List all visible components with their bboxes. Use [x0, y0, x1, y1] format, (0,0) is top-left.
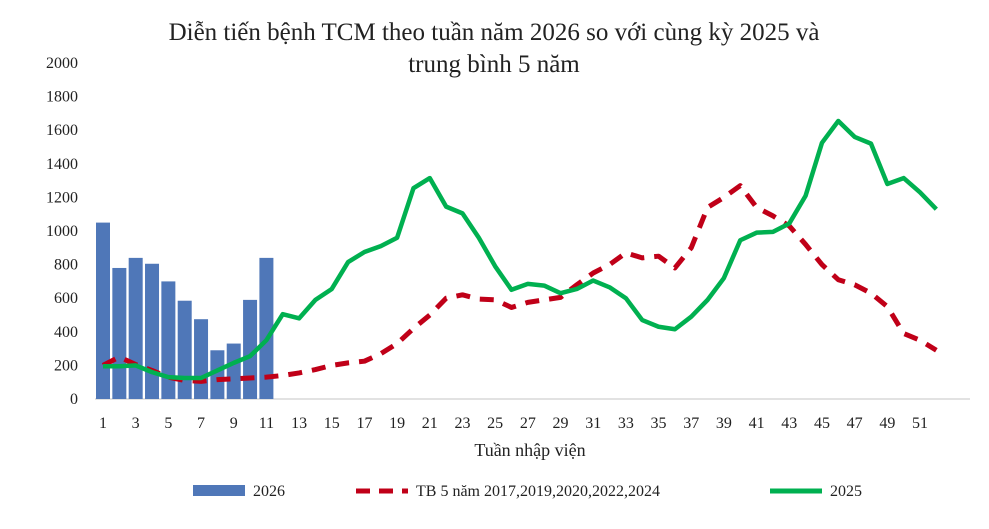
legend-label-2026: 2026 [253, 483, 285, 500]
x-tick-label: 19 [389, 415, 405, 432]
x-tick-label: 31 [585, 415, 601, 432]
y-tick-label: 1200 [46, 189, 78, 206]
x-axis-label: Tuần nhập viện [474, 440, 585, 460]
y-tick-label: 400 [54, 324, 78, 341]
x-tick-label: 37 [683, 415, 699, 432]
x-tick-label: 3 [132, 415, 140, 432]
x-tick-label: 27 [520, 415, 536, 432]
legend: 2026 TB 5 năm 2017,2019,2020,2022,2024 2… [193, 483, 862, 500]
bar-2026-week-4 [145, 263, 160, 399]
x-tick-label: 7 [197, 415, 205, 432]
x-tick-label: 17 [356, 415, 372, 432]
y-tick-label: 800 [54, 257, 78, 274]
x-tick-label: 51 [912, 415, 928, 432]
bar-2026-week-10 [243, 299, 258, 399]
x-tick-label: 5 [164, 415, 172, 432]
x-tick-label: 43 [781, 415, 797, 432]
x-tick-label: 45 [814, 415, 830, 432]
x-tick-label: 21 [422, 415, 438, 432]
x-tick-label: 47 [847, 415, 863, 432]
chart-title-line1: Diễn tiến bệnh TCM theo tuần năm 2026 so… [169, 19, 820, 46]
x-tick-label: 35 [651, 415, 667, 432]
bars-2026 [96, 222, 274, 399]
bar-2026-week-1 [96, 222, 110, 399]
x-tick-label: 1 [99, 415, 107, 432]
x-tick-label: 33 [618, 415, 634, 432]
x-tick-label: 9 [230, 415, 238, 432]
x-tick-label: 11 [259, 415, 274, 432]
y-tick-label: 0 [70, 391, 78, 408]
y-tick-label: 1800 [46, 89, 78, 106]
y-axis: 0 200 400 600 800 1000 1200 1400 1600 1800 2000 [46, 55, 78, 408]
x-tick-label: 39 [716, 415, 732, 432]
bar-2026-week-11 [259, 257, 274, 399]
legend-swatch-2026 [193, 485, 245, 496]
y-tick-label: 600 [54, 290, 78, 307]
y-tick-label: 2000 [46, 55, 78, 72]
bar-2026-week-2 [112, 267, 127, 399]
legend-label-tb5: TB 5 năm 2017,2019,2020,2022,2024 [416, 483, 660, 500]
x-tick-label: 23 [454, 415, 470, 432]
x-tick-label: 29 [553, 415, 569, 432]
x-tick-label: 49 [879, 415, 895, 432]
bar-2026-week-6 [177, 300, 192, 399]
y-tick-label: 200 [54, 357, 78, 374]
bar-2026-week-5 [161, 281, 176, 399]
line-tb5 [101, 183, 938, 384]
series-lines [101, 118, 938, 384]
bar-2026-week-3 [128, 257, 143, 399]
x-tick-label: 15 [324, 415, 340, 432]
line-2025 [103, 118, 938, 381]
x-tick-label: 13 [291, 415, 307, 432]
y-tick-label: 1600 [46, 122, 78, 139]
chart-title-line2: trung bình 5 năm [408, 51, 580, 78]
y-tick-label: 1400 [46, 156, 78, 173]
y-tick-label: 1000 [46, 223, 78, 240]
x-tick-label: 41 [749, 415, 765, 432]
bar-2026-week-7 [194, 319, 209, 399]
legend-label-2025: 2025 [830, 483, 862, 500]
bar-2026-week-9 [226, 343, 241, 399]
x-tick-label: 25 [487, 415, 503, 432]
bar-2026-week-8 [210, 350, 225, 399]
x-axis: 1 3 5 7 9 11 13 15 17 19 21 23 25 27 29 31 33 35 37 39 41 43 4… [99, 415, 928, 432]
